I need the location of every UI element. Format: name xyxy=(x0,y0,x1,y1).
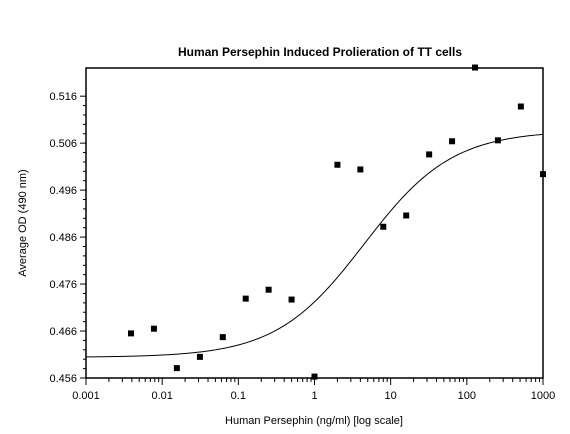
data-point xyxy=(403,212,410,219)
data-point xyxy=(128,330,135,337)
y-tick-label: 0.486 xyxy=(49,232,77,244)
y-tick-label: 0.516 xyxy=(49,91,77,103)
y-axis-label: Average OD (490 nm) xyxy=(17,169,29,276)
data-point xyxy=(357,166,364,173)
x-tick-label: 100 xyxy=(458,390,476,402)
data-point xyxy=(196,353,203,360)
x-axis: 0.001 0.01 0.1 1 10 100 1000 xyxy=(72,378,555,402)
y-tick-label: 0.456 xyxy=(49,373,77,385)
x-tick-label: 1000 xyxy=(531,390,555,402)
y-tick-label: 0.476 xyxy=(49,279,77,291)
x-tick-label: 1 xyxy=(311,390,317,402)
data-point xyxy=(449,138,456,145)
x-tick-label: 0.01 xyxy=(151,390,172,402)
y-axis: 0.456 0.466 0.476 0.486 0.496 0.506 0.516 xyxy=(49,91,86,385)
chart-title: Human Persephin Induced Prolieration of … xyxy=(178,45,462,59)
data-point xyxy=(540,171,546,178)
data-point xyxy=(265,286,272,293)
data-point xyxy=(311,373,318,380)
x-tick-label: 0.001 xyxy=(72,390,100,402)
data-points xyxy=(128,64,546,380)
data-point xyxy=(242,295,249,302)
data-point xyxy=(380,223,387,230)
data-point xyxy=(334,161,341,168)
fit-curve xyxy=(85,133,544,358)
data-point xyxy=(517,103,524,110)
data-point xyxy=(494,137,501,144)
data-point xyxy=(288,296,295,303)
data-point xyxy=(150,325,157,332)
y-tick-label: 0.466 xyxy=(49,326,77,338)
data-point xyxy=(173,365,180,372)
x-tick-label: 10 xyxy=(385,390,397,402)
data-point xyxy=(471,64,478,71)
x-tick-label: 0.1 xyxy=(231,390,246,402)
data-point xyxy=(426,151,433,158)
y-tick-label: 0.506 xyxy=(49,138,77,150)
x-axis-label: Human Persephin (ng/ml) [log scale] xyxy=(225,415,403,427)
y-tick-label: 0.496 xyxy=(49,185,77,197)
data-point xyxy=(219,334,226,341)
